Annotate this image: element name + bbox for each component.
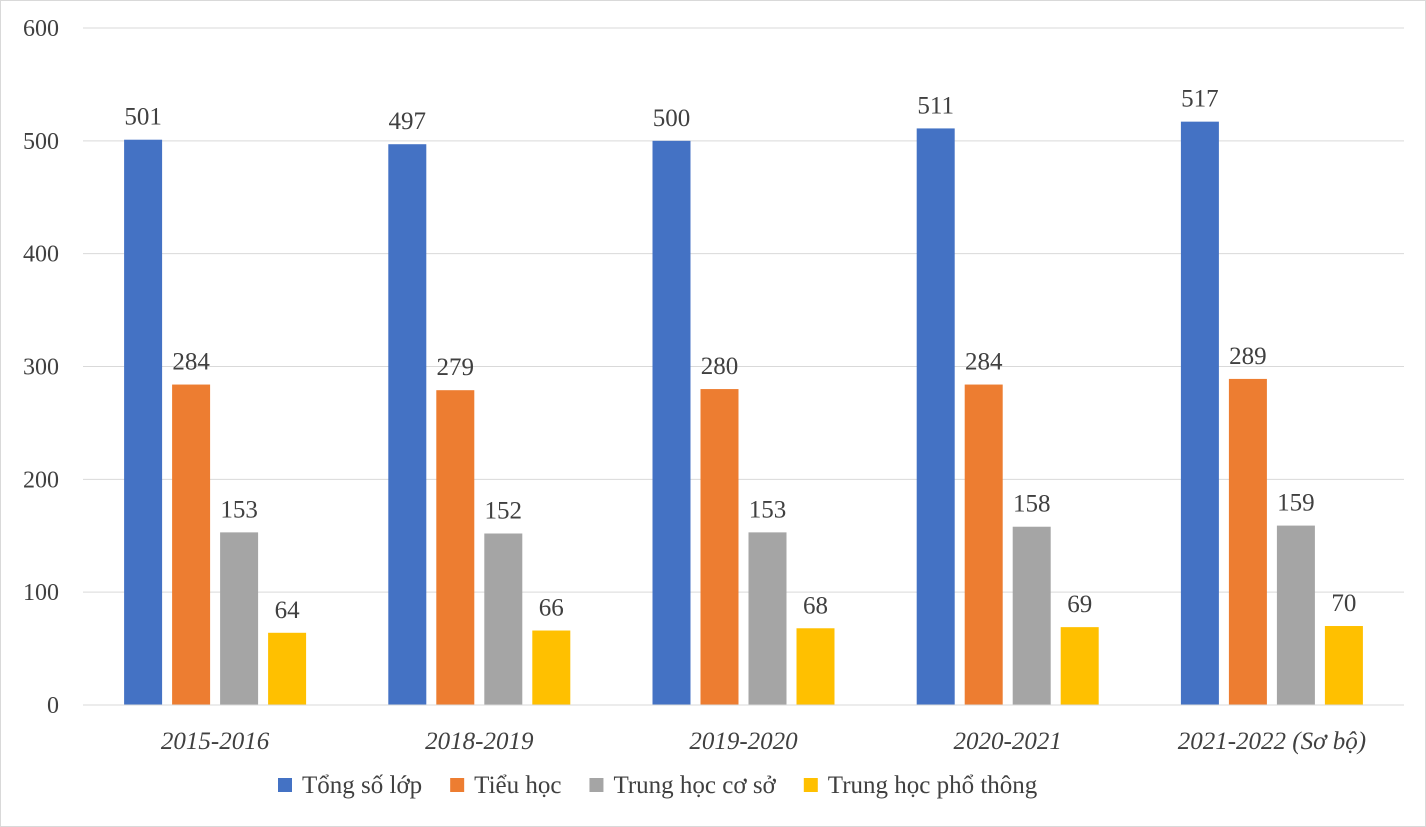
bar bbox=[1324, 626, 1363, 705]
data-label: 500 bbox=[653, 105, 691, 132]
data-label: 280 bbox=[701, 353, 739, 380]
bar bbox=[268, 632, 307, 705]
bar bbox=[1060, 627, 1099, 705]
data-label: 158 bbox=[1013, 491, 1051, 518]
bar bbox=[532, 630, 571, 705]
data-label: 64 bbox=[275, 597, 301, 624]
y-tick-label: 300 bbox=[23, 355, 59, 381]
data-label: 153 bbox=[220, 496, 258, 523]
bar bbox=[436, 390, 475, 705]
data-label: 497 bbox=[389, 108, 427, 135]
data-label: 284 bbox=[172, 349, 210, 376]
legend-swatch bbox=[278, 778, 292, 792]
x-tick-label: 2021-2022 (Sơ bộ) bbox=[1178, 728, 1366, 755]
bar bbox=[1276, 525, 1315, 705]
x-tick-label: 2019-2020 bbox=[689, 728, 798, 755]
data-label: 70 bbox=[1331, 590, 1356, 617]
legend-swatch bbox=[803, 778, 818, 792]
data-label: 517 bbox=[1181, 86, 1219, 113]
data-label: 284 bbox=[965, 349, 1003, 376]
y-tick-label: 100 bbox=[23, 580, 59, 606]
data-label: 501 bbox=[124, 104, 162, 131]
bar bbox=[172, 384, 211, 705]
data-label: 153 bbox=[749, 496, 787, 523]
x-tick-label: 2020-2021 bbox=[954, 728, 1062, 755]
legend-swatch bbox=[589, 778, 604, 792]
bar bbox=[700, 389, 739, 705]
data-label: 289 bbox=[1229, 343, 1267, 370]
legend-entry: Trung học phổ thông bbox=[828, 772, 1038, 799]
legend-entry: Tổng số lớp bbox=[302, 772, 422, 799]
bar bbox=[964, 384, 1003, 705]
legend-entry: Tiểu học bbox=[474, 772, 561, 799]
y-tick-label: 400 bbox=[23, 242, 59, 268]
x-tick-label: 2018-2019 bbox=[425, 728, 534, 755]
data-label: 68 bbox=[803, 592, 828, 619]
bar bbox=[796, 628, 835, 705]
data-label: 159 bbox=[1277, 490, 1315, 517]
data-label: 69 bbox=[1067, 591, 1092, 618]
y-tick-label: 600 bbox=[23, 16, 59, 42]
bar bbox=[1180, 121, 1219, 705]
bar bbox=[652, 140, 691, 706]
bar bbox=[220, 532, 259, 705]
data-label: 511 bbox=[917, 92, 954, 119]
bar bbox=[388, 144, 427, 706]
bar bbox=[916, 128, 955, 706]
data-label: 66 bbox=[539, 595, 564, 622]
data-label: 279 bbox=[437, 354, 475, 381]
legend-entry: Trung học cơ sở bbox=[613, 772, 776, 799]
bar bbox=[748, 532, 787, 705]
y-tick-label: 200 bbox=[23, 467, 59, 493]
y-tick-label: 500 bbox=[23, 129, 59, 155]
bar bbox=[124, 139, 163, 705]
bar bbox=[1012, 526, 1051, 705]
x-tick-label: 2015-2016 bbox=[161, 728, 270, 755]
legend-swatch bbox=[450, 778, 465, 792]
data-label: 152 bbox=[485, 497, 523, 524]
bar bbox=[484, 533, 523, 705]
y-tick-label: 0 bbox=[47, 693, 59, 719]
bar bbox=[1228, 378, 1267, 705]
